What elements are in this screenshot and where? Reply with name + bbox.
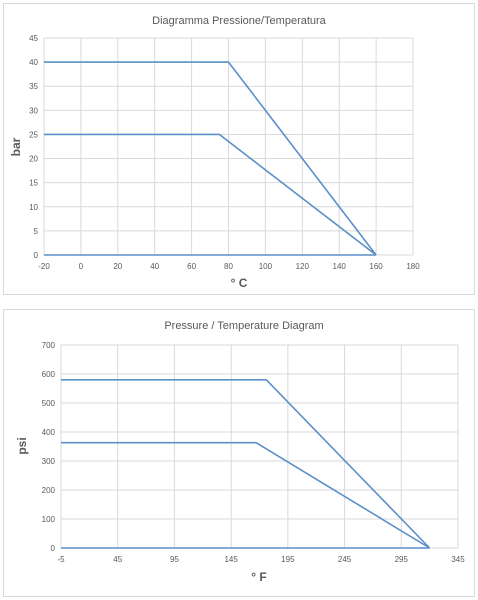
- series-line: [61, 441, 431, 549]
- y-tick-label: 0: [51, 544, 56, 553]
- y-tick-label: 45: [29, 34, 38, 43]
- chart-fahrenheit: Pressure / Temperature Diagram ° F psi 0…: [3, 309, 475, 597]
- x-tick-label: -5: [57, 555, 65, 564]
- y-tick-label: 400: [42, 428, 56, 437]
- x-axis-title: ° F: [251, 570, 266, 584]
- y-tick-label: 40: [29, 58, 38, 67]
- x-tick-label: 295: [395, 555, 409, 564]
- y-axis-title: psi: [15, 437, 29, 454]
- y-tick-label: 30: [29, 106, 38, 115]
- chart-celsius-svg: Diagramma Pressione/Temperatura ° C bar …: [9, 15, 420, 290]
- series-line: [44, 133, 377, 256]
- x-tick-label: 45: [113, 555, 122, 564]
- x-tick-label: 145: [224, 555, 238, 564]
- chart-celsius: Diagramma Pressione/Temperatura ° C bar …: [3, 3, 475, 295]
- y-tick-label: 5: [34, 227, 39, 236]
- y-tick-label: 35: [29, 82, 38, 91]
- x-tick-label: 80: [224, 262, 233, 271]
- y-tick-label: 15: [29, 179, 38, 188]
- x-tick-label: 180: [406, 262, 420, 271]
- x-tick-label: 195: [281, 555, 295, 564]
- x-tick-label: -20: [38, 262, 50, 271]
- chart-fahrenheit-svg: Pressure / Temperature Diagram ° F psi 0…: [15, 320, 465, 584]
- x-axis-title: ° C: [231, 276, 248, 290]
- x-tick-label: 345: [451, 555, 465, 564]
- x-tick-label: 60: [187, 262, 196, 271]
- chart-title: Pressure / Temperature Diagram: [164, 320, 323, 332]
- y-axis-title: bar: [9, 137, 23, 156]
- x-tick-label: 95: [170, 555, 179, 564]
- y-tick-label: 0: [34, 251, 39, 260]
- y-tick-label: 25: [29, 130, 38, 139]
- y-tick-label: 300: [42, 457, 56, 466]
- x-tick-label: 160: [369, 262, 383, 271]
- series-line: [61, 379, 431, 549]
- y-tick-label: 20: [29, 155, 38, 164]
- series-line: [44, 61, 377, 256]
- y-tick-label: 200: [42, 486, 56, 495]
- x-tick-label: 140: [333, 262, 347, 271]
- y-tick-label: 500: [42, 399, 56, 408]
- y-tick-label: 10: [29, 203, 38, 212]
- x-tick-label: 0: [79, 262, 84, 271]
- y-tick-label: 700: [42, 341, 56, 350]
- x-tick-label: 100: [259, 262, 273, 271]
- x-tick-label: 20: [113, 262, 122, 271]
- y-tick-label: 100: [42, 515, 56, 524]
- x-tick-label: 40: [150, 262, 159, 271]
- chart-title: Diagramma Pressione/Temperatura: [152, 15, 327, 27]
- x-tick-label: 245: [338, 555, 352, 564]
- x-tick-label: 120: [296, 262, 310, 271]
- y-tick-label: 600: [42, 370, 56, 379]
